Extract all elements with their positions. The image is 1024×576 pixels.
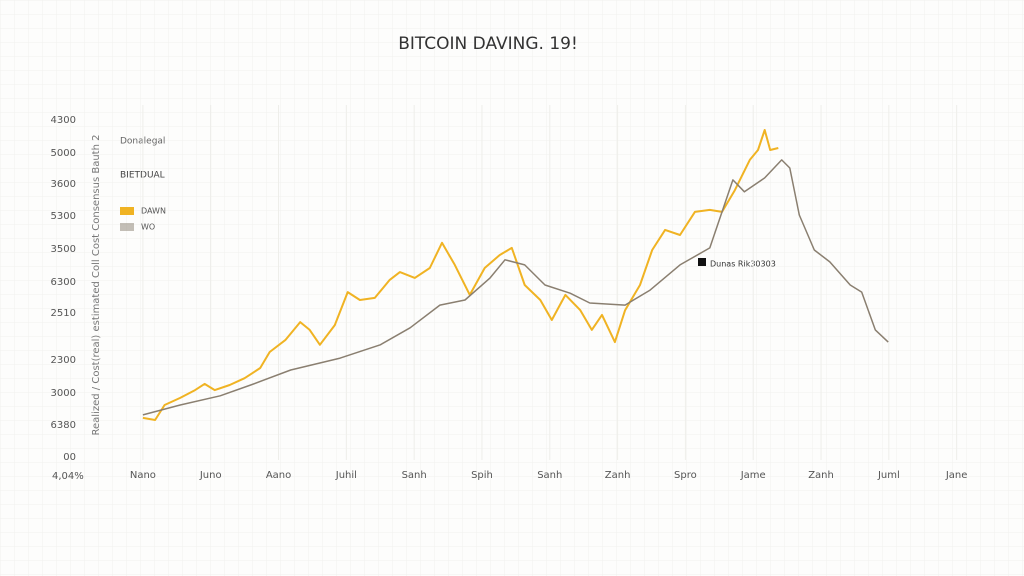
y-tick-label: 4300 [51, 115, 76, 126]
annotation: Dunas Rik30303 [710, 260, 776, 269]
x-tick-label: Spih [471, 470, 493, 481]
annotation-marker [698, 258, 706, 266]
y-tick-label: 6300 [51, 277, 76, 288]
y-tick-label: 3000 [51, 388, 76, 399]
x-tick-label: Juhil [335, 470, 357, 481]
corner-label: 4,04% [52, 471, 84, 482]
x-tick-label: Sanh [537, 470, 562, 481]
x-tick-label: Jane [945, 470, 968, 481]
chart-title: BITCOIN DAVING. 19! [398, 34, 578, 54]
legend-swatch [120, 223, 134, 231]
y-tick-label: 00 [63, 452, 76, 463]
y-tick-label: 3500 [51, 244, 76, 255]
legend-heading: BIETDUAL [120, 171, 165, 181]
x-tick-label: Spro [674, 470, 697, 481]
x-tick-label: Zanh [808, 470, 834, 481]
x-tick-label: Jame [740, 470, 766, 481]
x-tick-label: Juml [877, 470, 900, 481]
line-series [142, 159, 889, 416]
y-tick-label: 3600 [51, 179, 76, 190]
y-tick-label: 2300 [51, 355, 76, 366]
y-tick-label: 5300 [51, 211, 76, 222]
x-tick-label: Aano [266, 470, 291, 481]
y-axis-label: Realized / Cost(real) estimated Coll Cos… [91, 135, 102, 436]
legend-label: DAWN [141, 207, 166, 216]
x-tick-label: Zanh [605, 470, 631, 481]
legend-swatch [120, 207, 134, 215]
x-tick-label: Juno [199, 470, 222, 481]
y-tick-label: 2510 [51, 308, 76, 319]
x-tick-label: Nano [130, 470, 156, 481]
legend-label: WO [141, 223, 155, 232]
y-tick-label: 5000 [51, 148, 76, 159]
y-tick-label: 6380 [51, 420, 76, 431]
x-tick-label: Sanh [402, 470, 427, 481]
